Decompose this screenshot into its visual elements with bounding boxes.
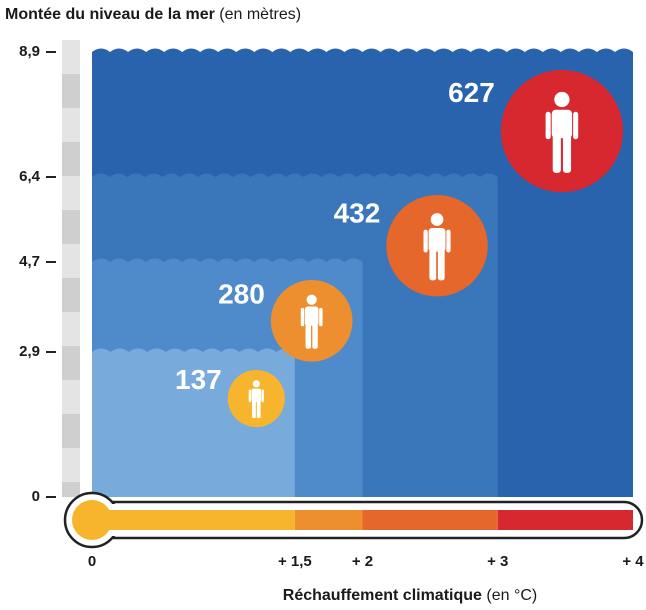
person-head	[307, 295, 317, 305]
y-tick-label: 0	[32, 488, 40, 505]
person-torso	[552, 110, 572, 139]
person-arm	[262, 390, 264, 403]
data-label: 432	[334, 198, 381, 229]
y-strip-band	[62, 482, 80, 497]
person-leg	[563, 134, 571, 173]
y-strip-band	[62, 142, 80, 176]
title-unit: (en mètres)	[219, 6, 301, 23]
person-arm	[301, 308, 304, 326]
thermo-segment	[363, 510, 498, 530]
x-tick-label: + 2	[352, 553, 373, 570]
person-torso	[252, 389, 262, 402]
person-leg	[252, 400, 256, 418]
x-tick-label: + 3	[487, 553, 508, 570]
y-tick-label: 4,7	[19, 253, 40, 270]
person-leg	[553, 134, 561, 173]
person-leg	[312, 323, 317, 349]
chart-title: Montée du niveau de la mer (en mètres)	[5, 6, 301, 23]
thermo-segment	[92, 510, 295, 530]
y-strip-band	[62, 210, 80, 244]
xlabel-unit: (en °C)	[486, 587, 537, 604]
person-leg	[438, 248, 445, 280]
data-label: 280	[218, 279, 265, 310]
x-tick-label: 0	[88, 553, 96, 570]
person-arm	[446, 230, 450, 253]
person-arm	[319, 308, 322, 326]
person-head	[431, 213, 444, 226]
y-strip-band	[62, 74, 80, 108]
x-axis-label: Réchauffement climatique (en °C)	[283, 587, 537, 604]
x-tick-label: + 1,5	[278, 553, 312, 570]
data-label: 137	[175, 364, 222, 395]
thermo-segment	[295, 510, 363, 530]
y-strip-band	[62, 278, 80, 312]
person-leg	[306, 323, 311, 349]
person-arm	[546, 112, 551, 139]
y-tick-label: 8,9	[19, 43, 40, 60]
person-head	[253, 380, 260, 387]
person-leg	[429, 248, 436, 280]
y-tick-label: 2,9	[19, 343, 40, 360]
y-strip-band	[62, 346, 80, 380]
y-strip-band	[62, 414, 80, 448]
person-torso	[429, 228, 446, 252]
xlabel-main: Réchauffement climatique	[283, 587, 482, 604]
person-head	[554, 92, 569, 107]
person-arm	[573, 112, 578, 139]
y-tick-label: 6,4	[19, 168, 41, 185]
title-main: Montée du niveau de la mer	[5, 6, 215, 23]
data-label: 627	[448, 77, 495, 108]
x-tick-label: + 4	[622, 553, 644, 570]
person-arm	[424, 230, 428, 253]
person-leg	[257, 400, 261, 418]
person-torso	[305, 307, 319, 326]
thermo-segment	[498, 510, 633, 530]
chart: Montée du niveau de la mer (en mètres) R…	[0, 0, 646, 610]
person-arm	[249, 390, 251, 403]
